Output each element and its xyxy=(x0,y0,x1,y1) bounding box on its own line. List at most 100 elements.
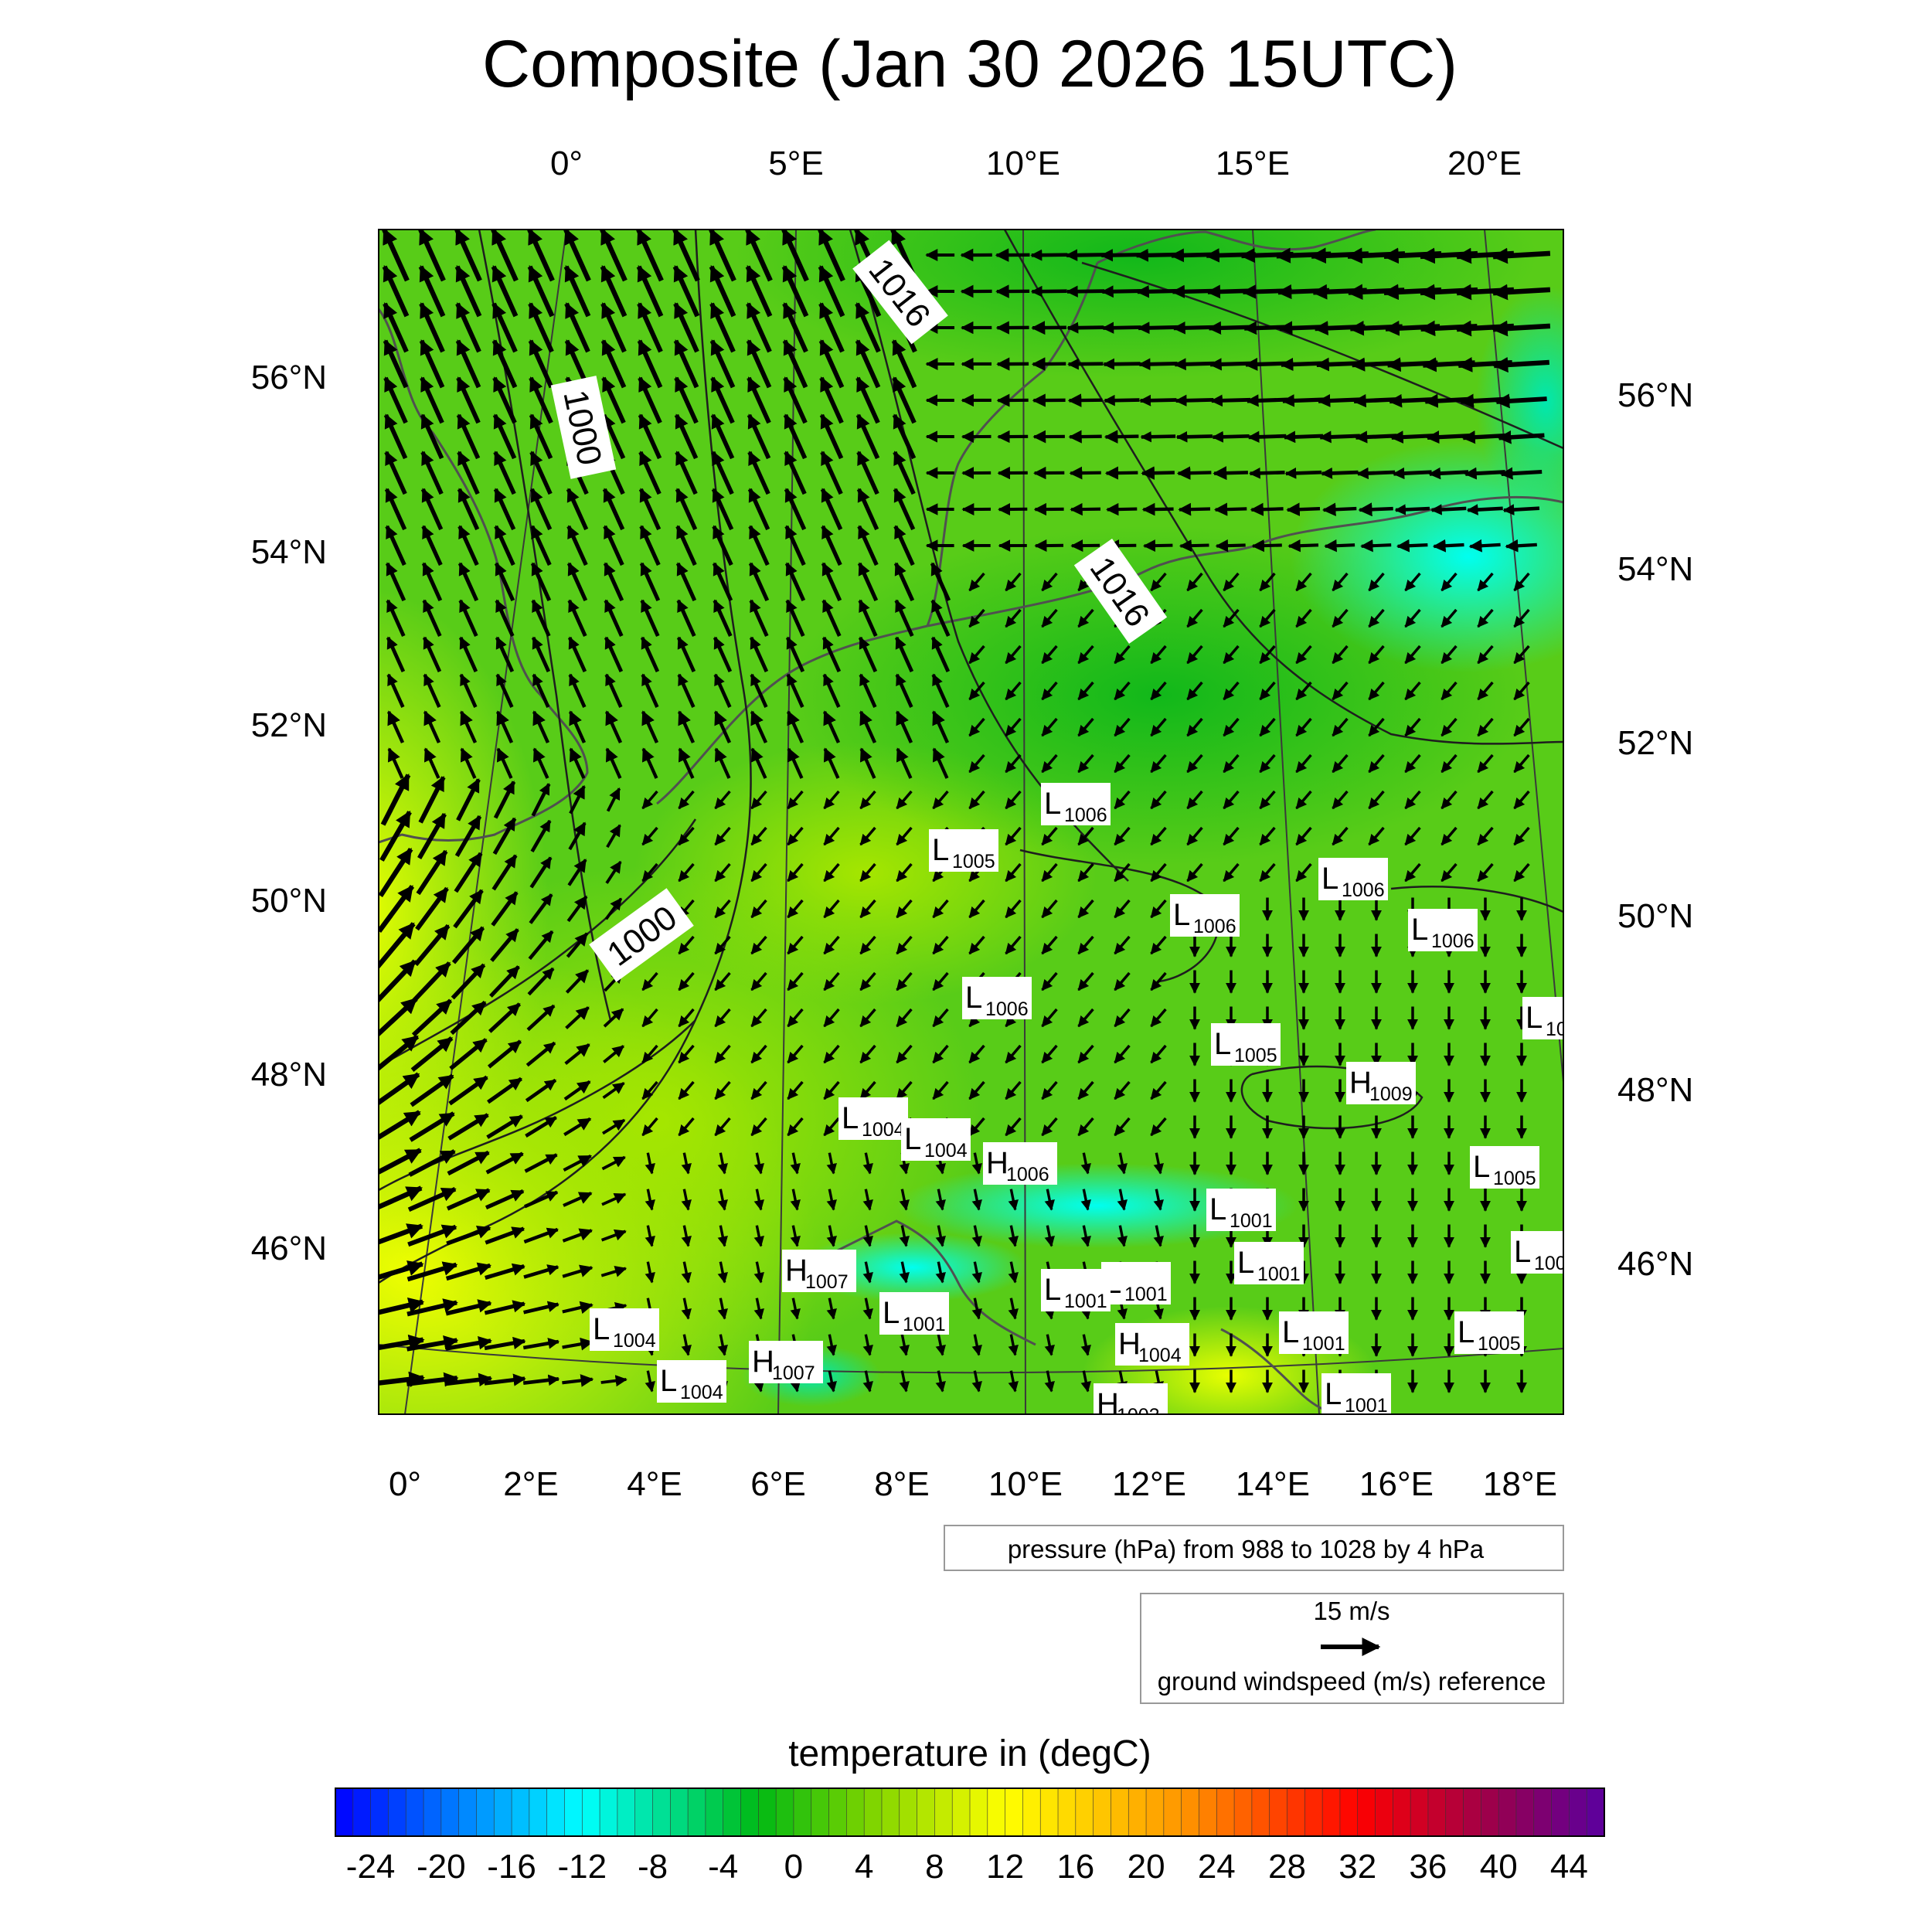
colorbar-swatch xyxy=(899,1787,918,1837)
svg-text:1006: 1006 xyxy=(985,998,1029,1020)
wind-arrow xyxy=(821,636,842,672)
wind-arrow xyxy=(1067,393,1103,407)
wind-arrow xyxy=(1176,466,1212,480)
wind-arrow xyxy=(423,747,440,779)
wind-arrow xyxy=(1513,572,1530,592)
wind-arrow xyxy=(1223,681,1240,701)
wind-arrow xyxy=(564,302,590,353)
wind-arrow xyxy=(1041,717,1058,737)
wind-arrow xyxy=(603,562,624,602)
pressure-center: L 1006 xyxy=(1170,894,1240,937)
wind-arrow xyxy=(753,1298,764,1320)
wind-arrow xyxy=(1186,826,1203,846)
wind-arrow xyxy=(641,747,658,779)
wind-arrow xyxy=(1005,862,1022,883)
colorbar-swatch xyxy=(846,1787,866,1837)
wind-arrow xyxy=(1368,681,1385,701)
wind-arrow xyxy=(1513,826,1530,846)
wind-arrow xyxy=(1495,393,1547,409)
colorbar-swatch xyxy=(1199,1787,1218,1837)
wind-arrow xyxy=(823,899,840,919)
wind-arrow xyxy=(453,889,484,929)
wind-arrow xyxy=(1114,790,1131,810)
wind-arrow xyxy=(1513,790,1530,810)
wind-arrow xyxy=(605,860,622,884)
top-lon-tick-label: 20°E xyxy=(1447,145,1522,182)
colorbar-swatch xyxy=(1427,1787,1447,1837)
wind-arrow xyxy=(681,1298,692,1320)
wind-arrow xyxy=(935,1225,946,1247)
svg-text:L: L xyxy=(1526,1001,1543,1035)
wind-arrow xyxy=(637,302,663,353)
wind-arrow xyxy=(717,1298,728,1320)
colorbar-swatch xyxy=(1498,1787,1517,1837)
wind-arrow xyxy=(451,926,485,964)
wind-arrow xyxy=(522,1338,560,1350)
wind-arrow xyxy=(747,488,770,531)
colorbar-swatch xyxy=(352,1787,372,1837)
wind-arrow xyxy=(786,710,804,743)
wind-arrow xyxy=(458,599,478,638)
wind-arrow xyxy=(1137,321,1179,335)
wind-arrow xyxy=(408,1149,456,1177)
wind-arrow xyxy=(750,790,767,810)
wind-arrow xyxy=(1008,1261,1019,1284)
wind-arrow xyxy=(709,230,736,282)
wind-arrow xyxy=(606,787,621,812)
wind-arrow xyxy=(604,710,623,743)
wind-arrow xyxy=(1041,681,1058,701)
pressure-center: L 1006 xyxy=(1318,858,1388,901)
wind-arrow xyxy=(457,488,480,531)
wind-arrow xyxy=(862,1152,873,1175)
svg-text:L: L xyxy=(1209,1192,1226,1226)
wind-arrow xyxy=(568,821,587,851)
wind-arrow xyxy=(451,963,486,1000)
isobar-line xyxy=(379,818,697,1068)
wind-arrow xyxy=(1466,504,1503,515)
wind-arrow xyxy=(1141,466,1175,480)
wind-arrow xyxy=(678,1080,695,1100)
wind-arrow xyxy=(714,826,731,846)
colorbar-swatch xyxy=(1057,1787,1077,1837)
wind-arrow xyxy=(1513,645,1530,665)
wind-arrow xyxy=(493,781,516,819)
wind-arrow xyxy=(968,572,985,592)
wind-arrow xyxy=(787,826,804,846)
wind-arrow xyxy=(1044,1370,1055,1393)
colorbar-swatch xyxy=(687,1787,706,1837)
wind-arrow xyxy=(532,710,550,743)
wind-arrow xyxy=(676,636,696,672)
wind-arrow xyxy=(1005,1117,1022,1137)
colorbar-swatch xyxy=(987,1787,1006,1837)
wind-arrow xyxy=(714,1117,731,1137)
wind-arrow xyxy=(379,1072,420,1106)
wind-arrow xyxy=(709,339,736,389)
wind-arrow xyxy=(602,1081,625,1100)
svg-text:1006: 1006 xyxy=(1342,879,1385,901)
wind-arrow xyxy=(1150,1008,1167,1028)
svg-text:1006: 1006 xyxy=(1006,1164,1049,1185)
wind-arrow xyxy=(855,376,880,424)
wind-arrow xyxy=(1150,790,1167,810)
wind-arrow xyxy=(784,525,806,566)
wind-arrow xyxy=(636,265,664,318)
colorbar-swatch xyxy=(1269,1787,1288,1837)
wind-arrow xyxy=(896,862,913,883)
wind-arrow xyxy=(492,376,517,424)
wind-arrow xyxy=(1259,681,1276,701)
wind-arrow xyxy=(896,747,913,779)
wind-arrow xyxy=(1080,1225,1091,1247)
wind-arrow xyxy=(714,1008,731,1028)
wind-arrow xyxy=(600,339,627,389)
wind-arrow xyxy=(1153,1225,1164,1247)
colorbar-swatch xyxy=(1145,1787,1165,1837)
svg-text:1007: 1007 xyxy=(772,1362,815,1384)
svg-text:1001: 1001 xyxy=(1345,1395,1388,1417)
pressure-center: L 1006 xyxy=(1408,909,1478,952)
pressure-center: L 1001 xyxy=(1234,1242,1304,1285)
svg-text:1006: 1006 xyxy=(1431,930,1475,952)
wind-arrow xyxy=(531,599,551,638)
wind-reference-speed: 15 m/s xyxy=(1313,1597,1389,1625)
